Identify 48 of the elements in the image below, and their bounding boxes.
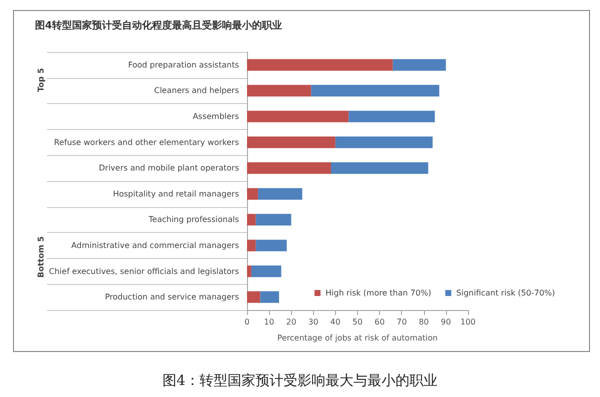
x-tick-label: 40 bbox=[330, 318, 340, 326]
x-tick-label: 10 bbox=[264, 318, 274, 326]
bar bbox=[392, 59, 446, 71]
bar bbox=[256, 214, 292, 226]
bar bbox=[247, 59, 393, 71]
x-tick-label: 100 bbox=[460, 318, 476, 326]
y-tick-label: Drivers and mobile plant operators bbox=[98, 164, 239, 173]
bar bbox=[258, 188, 302, 200]
x-tick-label: 60 bbox=[374, 318, 385, 326]
y-tick-label: Refuse workers and other elementary workers bbox=[54, 138, 239, 147]
y-tick-label: Food preparation assistants bbox=[128, 60, 239, 70]
x-tick-label: 80 bbox=[418, 318, 429, 326]
x-tick-label: 20 bbox=[286, 318, 296, 326]
y-tick-label: Hospitality and retail managers bbox=[112, 189, 239, 198]
y-tick-label: Cleaners and helpers bbox=[154, 86, 239, 96]
x-tick-label: 50 bbox=[352, 318, 363, 326]
bar bbox=[260, 291, 280, 303]
x-tick-label: 30 bbox=[308, 318, 318, 326]
bar bbox=[330, 162, 428, 174]
bar bbox=[247, 110, 349, 122]
y-tick-label: Administrative and commercial managers bbox=[71, 241, 239, 250]
bar bbox=[247, 84, 312, 97]
bar bbox=[335, 136, 433, 148]
y-tick-label: Assemblers bbox=[192, 112, 239, 121]
x-axis-title: Percentage of jobs at risk of automation bbox=[277, 334, 438, 342]
bar bbox=[247, 136, 336, 148]
caption: 图4：转型国家预计受影响最大与最小的职业 bbox=[162, 373, 438, 389]
y-tick-label: Chief executives, senior officials and legislators bbox=[48, 266, 239, 276]
bar bbox=[247, 265, 252, 278]
bar bbox=[311, 84, 440, 97]
x-tick-label: 0 bbox=[244, 318, 250, 326]
y-tick-label: Production and service managers bbox=[104, 292, 239, 302]
text: Bottom 5 bbox=[36, 236, 46, 278]
bar bbox=[247, 162, 331, 174]
text: 图4转型国家预计受自动化程度最高且受影响最小的职业 bbox=[35, 20, 282, 32]
bar bbox=[251, 265, 282, 278]
text: Top 5 bbox=[36, 68, 46, 92]
legend-label: Significant risk (50-70%) bbox=[456, 288, 556, 298]
y-tick-label: Teaching professionals bbox=[148, 215, 239, 224]
legend-label: High risk (more than 70%) bbox=[325, 288, 432, 298]
bar bbox=[247, 214, 256, 226]
x-tick-label: 70 bbox=[396, 318, 407, 326]
bar bbox=[247, 188, 258, 200]
bar bbox=[256, 240, 287, 252]
x-tick-label: 90 bbox=[440, 318, 451, 326]
bar bbox=[348, 110, 435, 122]
bar bbox=[247, 291, 260, 303]
bar bbox=[247, 240, 256, 252]
